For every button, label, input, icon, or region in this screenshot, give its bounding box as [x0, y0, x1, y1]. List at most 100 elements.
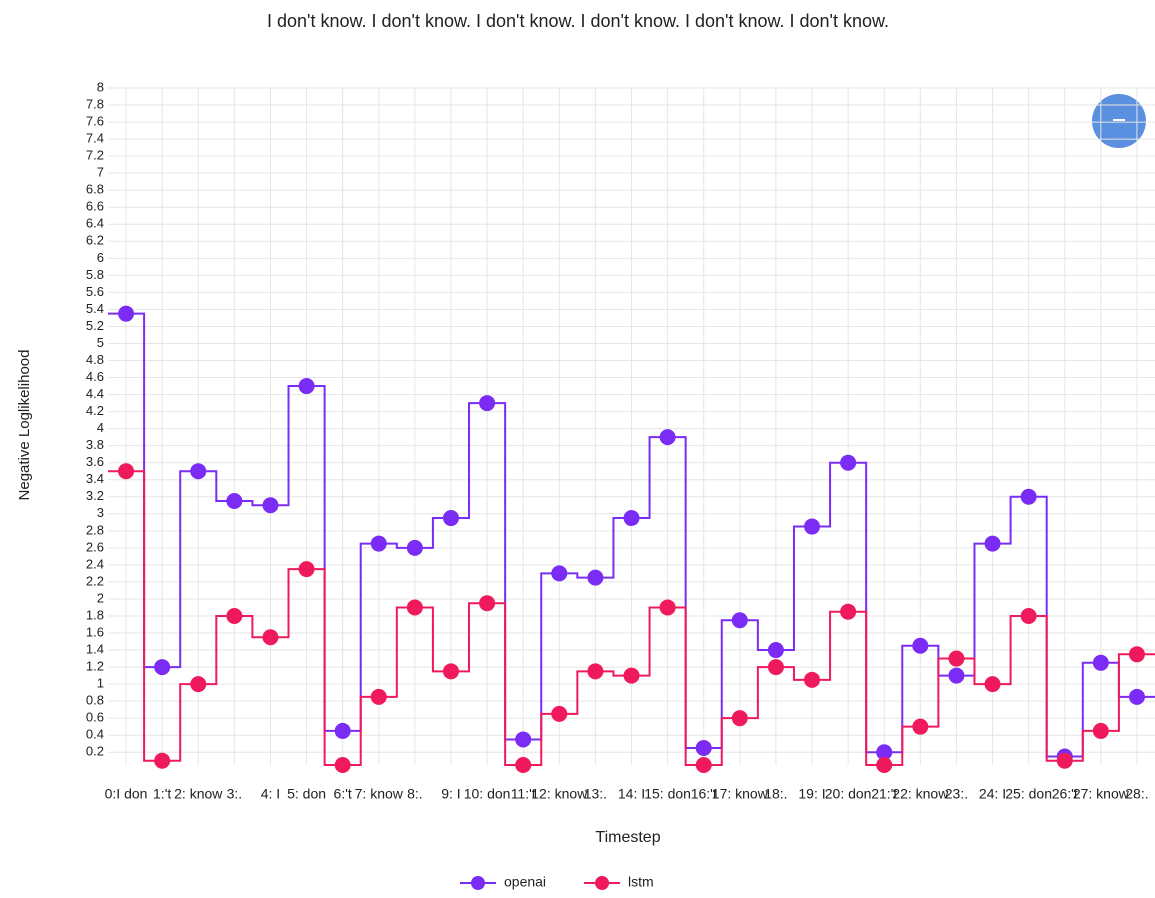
y-tick-label: 8 — [97, 79, 104, 94]
data-point — [406, 599, 423, 616]
data-point — [1056, 752, 1073, 769]
x-tick-label: 12: know — [531, 786, 588, 802]
x-tick-label: 20: don — [825, 786, 872, 802]
y-tick-label: 5.4 — [86, 301, 104, 316]
data-point — [1092, 722, 1109, 739]
data-point — [767, 659, 784, 676]
data-point — [154, 752, 171, 769]
y-tick-label: 4.4 — [86, 386, 104, 401]
x-tick-label: 25: don — [1005, 786, 1052, 802]
x-tick-label: 22: know — [892, 786, 949, 802]
x-tick-label: 15: don — [644, 786, 691, 802]
data-point — [623, 667, 640, 684]
data-point — [1020, 607, 1037, 624]
y-tick-label: 3.6 — [86, 454, 104, 469]
x-tick-label: 28:. — [1125, 786, 1148, 802]
data-point — [154, 659, 171, 676]
data-point — [767, 642, 784, 659]
x-tick-label: 27: know — [1073, 786, 1130, 802]
data-point — [190, 676, 207, 693]
data-point — [226, 607, 243, 624]
data-point — [840, 454, 857, 471]
data-point — [1092, 654, 1109, 671]
x-tick-label: 9: I — [441, 786, 460, 802]
data-point — [551, 705, 568, 722]
data-point — [623, 510, 640, 527]
x-tick-label: 1:'t — [153, 786, 171, 802]
data-point — [442, 663, 459, 680]
y-tick-label: 1.2 — [86, 659, 104, 674]
data-point — [912, 718, 929, 735]
data-point — [659, 599, 676, 616]
data-point — [334, 722, 351, 739]
y-tick-label: 5.6 — [86, 284, 104, 299]
y-tick-label: 3 — [97, 505, 104, 520]
y-tick-label: 2.6 — [86, 539, 104, 554]
x-tick-label: 18:. — [764, 786, 787, 802]
legend-marker — [471, 876, 485, 890]
legend-label: lstm — [628, 874, 654, 890]
grid — [108, 87, 1155, 765]
y-tick-label: 6 — [97, 250, 104, 265]
legend-item: lstm — [584, 874, 654, 890]
y-tick-label: 7.4 — [86, 131, 104, 146]
x-tick-label: 3:. — [227, 786, 243, 802]
data-point — [984, 535, 1001, 552]
y-tick-label: 0.2 — [86, 744, 104, 759]
data-point — [298, 378, 315, 395]
data-point — [731, 612, 748, 629]
legend-item: openai — [460, 874, 546, 890]
x-tick-label: 24: I — [979, 786, 1006, 802]
y-axis-label: Negative Loglikelihood — [16, 350, 33, 501]
x-tick-label: 26:'t — [1052, 786, 1078, 802]
y-tick-label: 2 — [97, 590, 104, 605]
data-point — [695, 757, 712, 773]
data-point — [948, 650, 965, 667]
data-point — [731, 710, 748, 727]
data-point — [190, 463, 207, 480]
y-tick-label: 4.8 — [86, 352, 104, 367]
y-tick-label: 5.2 — [86, 318, 104, 333]
chart-title: I don't know. I don't know. I don't know… — [267, 11, 889, 31]
y-tick-label: 1.4 — [86, 641, 104, 656]
data-point — [334, 757, 351, 773]
x-tick-label: 2: know — [174, 786, 223, 802]
y-tick-label: 6.4 — [86, 216, 104, 231]
y-tick-label: 1 — [97, 676, 104, 691]
y-tick-label: 0.8 — [86, 693, 104, 708]
y-tick-label: 2.2 — [86, 573, 104, 588]
data-point — [876, 757, 893, 773]
x-axis-label: Timestep — [595, 829, 660, 846]
x-tick-label: 11:'t — [511, 786, 536, 802]
y-tick-label: 7.8 — [86, 96, 104, 111]
data-point — [118, 305, 135, 322]
y-tick-label: 0.4 — [86, 727, 104, 742]
x-tick-label: 14: I — [618, 786, 645, 802]
y-tick-label: 5.8 — [86, 267, 104, 282]
y-tick-label: 6.2 — [86, 233, 104, 248]
data-point — [406, 539, 423, 556]
data-point — [1128, 688, 1145, 705]
y-tick-label: 7 — [97, 165, 104, 180]
data-point — [515, 757, 532, 773]
x-tick-label: 16:'t — [691, 786, 717, 802]
x-tick-label: 6:'t — [334, 786, 352, 802]
x-tick-label: 7: know — [355, 786, 404, 802]
zoom-out-button[interactable] — [1092, 94, 1146, 148]
data-point — [370, 535, 387, 552]
x-tick-label: 4: I — [261, 786, 280, 802]
x-tick-label: 0:I don — [105, 786, 148, 802]
data-point — [442, 510, 459, 527]
data-point — [515, 731, 532, 748]
y-tick-label: 2.8 — [86, 522, 104, 537]
y-tick-label: 6.8 — [86, 182, 104, 197]
x-tick-label: 8:. — [407, 786, 423, 802]
x-tick-label: 13:. — [584, 786, 607, 802]
y-tick-label: 6.6 — [86, 199, 104, 214]
x-tick-label: 23:. — [945, 786, 968, 802]
legend-marker — [595, 876, 610, 890]
y-tick-label: 4.6 — [86, 369, 104, 384]
x-tick-label: 10: don — [464, 786, 511, 802]
x-tick-label: 17: know — [712, 786, 769, 802]
